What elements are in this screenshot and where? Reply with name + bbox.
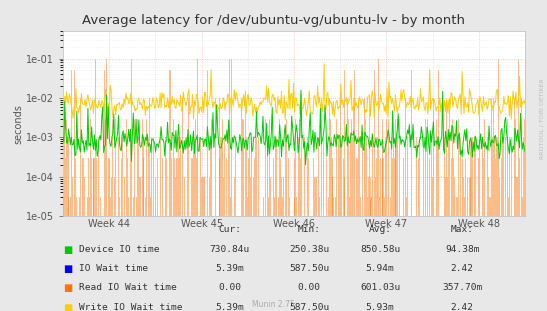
Text: Cur:: Cur: [218, 225, 241, 234]
Text: ■: ■ [63, 245, 72, 255]
Text: Min:: Min: [298, 225, 321, 234]
Text: 94.38m: 94.38m [445, 245, 480, 254]
Text: 5.94m: 5.94m [366, 264, 394, 273]
Text: IO Wait time: IO Wait time [79, 264, 148, 273]
Text: ■: ■ [63, 264, 72, 274]
Text: 587.50u: 587.50u [289, 264, 329, 273]
Y-axis label: seconds: seconds [13, 104, 23, 144]
Text: 587.50u: 587.50u [289, 303, 329, 311]
Text: 0.00: 0.00 [298, 283, 321, 292]
Text: 357.70m: 357.70m [442, 283, 482, 292]
Text: 2.42: 2.42 [451, 303, 474, 311]
Text: Write IO Wait time: Write IO Wait time [79, 303, 183, 311]
Text: 2.42: 2.42 [451, 264, 474, 273]
Text: 0.00: 0.00 [218, 283, 241, 292]
Text: 850.58u: 850.58u [360, 245, 400, 254]
Text: ■: ■ [63, 283, 72, 293]
Text: Avg:: Avg: [369, 225, 392, 234]
Text: 601.03u: 601.03u [360, 283, 400, 292]
Text: Max:: Max: [451, 225, 474, 234]
Text: 5.39m: 5.39m [216, 303, 244, 311]
Text: 5.93m: 5.93m [366, 303, 394, 311]
Text: Munin 2.75: Munin 2.75 [252, 300, 295, 309]
Text: 250.38u: 250.38u [289, 245, 329, 254]
Text: ■: ■ [63, 303, 72, 311]
Text: 730.84u: 730.84u [210, 245, 250, 254]
Text: 5.39m: 5.39m [216, 264, 244, 273]
Text: Read IO Wait time: Read IO Wait time [79, 283, 177, 292]
Text: Device IO time: Device IO time [79, 245, 160, 254]
Text: Average latency for /dev/ubuntu-vg/ubuntu-lv - by month: Average latency for /dev/ubuntu-vg/ubunt… [82, 14, 465, 27]
Text: RRDTOOL / TOBI OETIKER: RRDTOOL / TOBI OETIKER [539, 78, 544, 159]
